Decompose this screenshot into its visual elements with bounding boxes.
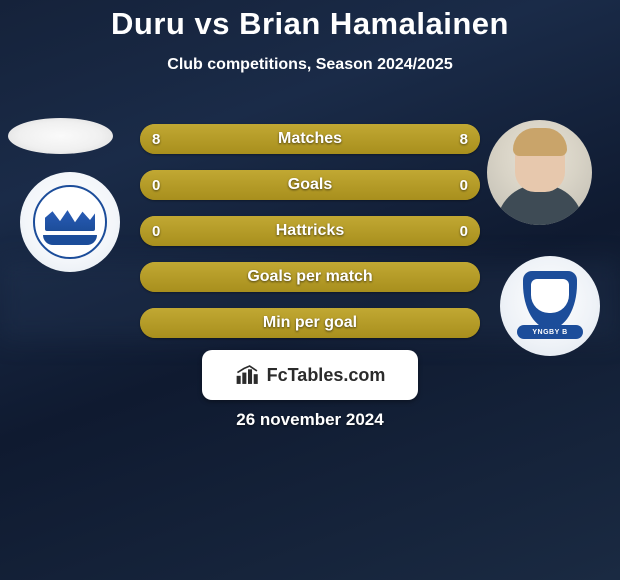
stat-label: Goals [140, 170, 480, 200]
brand-chart-icon [235, 364, 261, 386]
stat-row-gpm: Goals per match [140, 262, 480, 292]
subtitle: Club competitions, Season 2024/2025 [0, 56, 620, 74]
stat-label: Matches [140, 124, 480, 154]
player-right-avatar [487, 120, 592, 225]
stat-label: Min per goal [140, 308, 480, 338]
brand-text: FcTables.com [267, 365, 386, 386]
stat-row-mpg: Min per goal [140, 308, 480, 338]
stat-label: Hattricks [140, 216, 480, 246]
comparison-bars: 88Matches 00Goals 00Hattricks Goals per mat… [140, 124, 480, 354]
stat-row-goals: 00Goals [140, 170, 480, 200]
page-title: Duru vs Brian Hamalainen [0, 0, 620, 42]
avatar-hair [513, 128, 567, 156]
stat-label: Goals per match [140, 262, 480, 292]
stat-row-hattricks: 00Hattricks [140, 216, 480, 246]
club-badge-icon [33, 185, 107, 259]
snapshot-date: 26 november 2024 [0, 410, 620, 430]
club-badge-icon: YNGBY B [517, 271, 583, 341]
player-right-club-badge: YNGBY B [500, 256, 600, 356]
comparison-card: Duru vs Brian Hamalainen Club competitio… [0, 0, 620, 580]
stat-row-matches: 88Matches [140, 124, 480, 154]
player-left-avatar [8, 118, 113, 154]
brand-pill: FcTables.com [202, 350, 418, 400]
player-left-club-badge [20, 172, 120, 272]
